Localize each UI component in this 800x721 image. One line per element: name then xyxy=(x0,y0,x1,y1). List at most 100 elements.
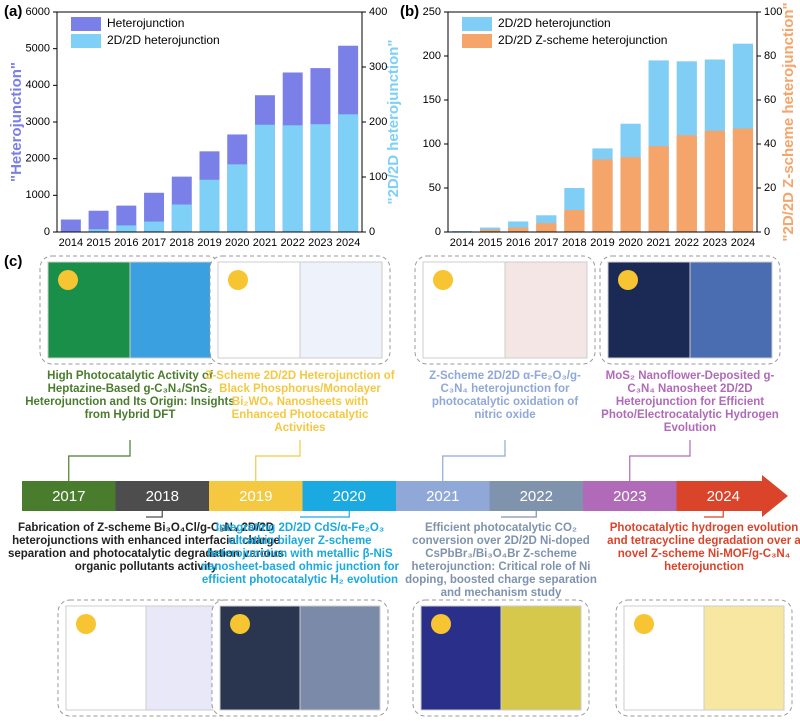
x-tick-label: 2014 xyxy=(450,237,474,249)
illustration-icon xyxy=(618,270,638,290)
illustration xyxy=(500,605,582,711)
x-tick-label: 2016 xyxy=(506,237,530,249)
y-tick-label: 4000 xyxy=(26,79,50,91)
y2-tick-label: 20 xyxy=(764,182,776,194)
timeline-segment xyxy=(302,481,396,511)
y2-tick-label: 0 xyxy=(369,226,375,238)
bar xyxy=(592,159,613,232)
bar xyxy=(60,219,81,232)
legend-swatch xyxy=(462,34,492,48)
timeline-year: 2022 xyxy=(520,488,553,505)
y2-axis-label: "2D/2D heterojunction" xyxy=(385,39,402,204)
bar xyxy=(171,204,192,232)
bar xyxy=(116,225,137,232)
x-tick-label: 2020 xyxy=(225,237,249,249)
legend-swatch xyxy=(462,17,492,31)
connector xyxy=(300,511,350,518)
bar xyxy=(144,221,165,232)
plot-frame xyxy=(447,11,758,233)
bar xyxy=(310,124,331,232)
legend-label: 2D/2D heterojunction xyxy=(498,16,611,30)
x-tick-label: 2015 xyxy=(478,237,502,249)
bar xyxy=(508,221,529,232)
y2-tick-label: 300 xyxy=(369,61,387,73)
x-tick-label: 2024 xyxy=(336,237,360,249)
connector xyxy=(704,511,724,518)
timeline-year: 2024 xyxy=(707,488,740,505)
connector xyxy=(68,440,131,481)
timeline-year: 2023 xyxy=(613,488,646,505)
event-title: High Photocatalytic Activity of Heptazin… xyxy=(25,370,235,421)
timeline-year: 2020 xyxy=(333,488,366,505)
x-tick-label: 2018 xyxy=(170,237,194,249)
y-tick-label: 100 xyxy=(423,138,441,150)
timeline-segment xyxy=(115,481,209,511)
y-tick-label: 250 xyxy=(423,6,441,18)
panel-label: (b) xyxy=(400,3,419,20)
legend-swatch xyxy=(71,34,101,48)
y2-tick-label: 200 xyxy=(369,116,387,128)
y2-tick-label: 60 xyxy=(764,94,776,106)
y-tick-label: 3000 xyxy=(26,116,50,128)
y-tick-label: 0 xyxy=(44,226,50,238)
timeline-segment xyxy=(22,481,116,511)
illustration-icon xyxy=(58,270,78,290)
bar xyxy=(480,229,501,232)
x-tick-label: 2017 xyxy=(534,237,558,249)
connector xyxy=(146,511,163,518)
illustration xyxy=(299,605,381,711)
event-title: Z-Scheme 2D/2D Heterojunction of Black P… xyxy=(205,370,395,434)
bar xyxy=(508,227,529,232)
bar xyxy=(648,146,669,232)
y-tick-label: 5000 xyxy=(26,43,50,55)
illustration xyxy=(689,261,773,359)
bar xyxy=(676,135,697,232)
illustration-icon xyxy=(228,270,248,290)
y-tick-label: 150 xyxy=(423,94,441,106)
bar xyxy=(254,124,275,232)
illustration-icon xyxy=(433,270,453,290)
illustration-icon xyxy=(230,614,250,634)
y-tick-label: 2000 xyxy=(26,153,50,165)
timeline-year: 2017 xyxy=(52,488,85,505)
illustration xyxy=(504,261,588,359)
legend-label: 2D/2D Z-scheme heterojunction xyxy=(498,33,667,47)
x-tick-label: 2015 xyxy=(86,237,110,249)
y-axis-label: "Heterojunction" xyxy=(8,62,25,182)
illustration xyxy=(47,261,131,359)
event-title: Efficient photocatalytic CO₂ conversion … xyxy=(405,522,597,599)
timeline-segment xyxy=(583,481,677,511)
y-tick-label: 200 xyxy=(423,50,441,62)
y2-tick-label: 100 xyxy=(764,6,782,18)
bar xyxy=(88,229,109,232)
x-tick-label: 2014 xyxy=(59,237,83,249)
y-tick-label: 50 xyxy=(429,182,441,194)
panel-label: (c) xyxy=(4,253,22,270)
x-tick-label: 2019 xyxy=(197,237,221,249)
x-tick-label: 2022 xyxy=(280,237,304,249)
y-tick-label: 0 xyxy=(435,226,441,238)
illustration xyxy=(703,605,785,711)
x-tick-label: 2021 xyxy=(646,237,670,249)
y2-tick-label: 400 xyxy=(369,6,387,18)
illustration-icon xyxy=(634,614,654,634)
event-title: Integrating 2D/2D CdS/α-Fe₂O₃ ultrathin … xyxy=(200,522,400,586)
bar xyxy=(704,130,725,232)
y2-axis-label: "2D/2D Z-scheme heterojunction" xyxy=(780,2,797,241)
x-tick-label: 2022 xyxy=(675,237,699,249)
connector xyxy=(629,440,691,481)
event-title: Fabrication of Z-scheme Bi₃O₄Cl/g-C₃N₄ 2… xyxy=(7,522,285,573)
connector xyxy=(255,440,301,481)
y2-tick-label: 0 xyxy=(764,226,770,238)
x-tick-label: 2019 xyxy=(590,237,614,249)
timeline-segment xyxy=(489,481,583,511)
illustration-icon xyxy=(431,614,451,634)
panel-label: (a) xyxy=(4,3,22,20)
x-tick-label: 2023 xyxy=(703,237,727,249)
legend-label: 2D/2D heterojunction xyxy=(107,33,220,47)
x-tick-label: 2017 xyxy=(142,237,166,249)
illustration xyxy=(299,261,383,359)
x-tick-label: 2023 xyxy=(308,237,332,249)
